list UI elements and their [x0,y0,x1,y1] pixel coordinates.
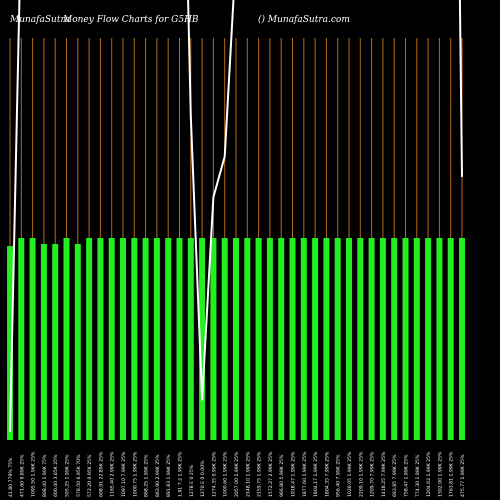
volume-bar [7,246,13,440]
volume-bar [199,238,206,440]
volume-bar [379,238,386,440]
x-tick-label: 1209.70 7.99K 25% [370,451,376,497]
volume-bar [142,238,149,440]
x-tick-label: 608.91 22.89K 25% [98,451,104,497]
x-tick-label: 1000.75 1.99K 25% [132,451,138,497]
x-tick-label: 1097.10 7.99K 25% [121,451,127,497]
x-tick-label: 1804.35 7.99K 25% [324,451,330,497]
x-tick-labels: 41.80 779% 75% 471.60 9.89K 25% 1095.50 1.… [8,451,466,497]
x-tick-label: 1274.35 0.99K 25% [211,451,217,497]
volume-bar [108,238,115,440]
x-tick-label: 1763.81 1.99K 25% [449,451,455,497]
x-tick-label: 1278 E 0 25% [189,464,195,497]
x-tick-label: 2209.10 1.99K 25% [358,451,364,497]
x-tick-label: 1.91 7.2 1.99K 25% [178,451,184,497]
volume-bar [187,238,194,440]
volume-bar [413,238,420,440]
volume-bar [210,238,217,440]
volume-bar [346,238,352,440]
volume-bar [357,238,364,440]
x-tick-label: 891.83 1.99K 25% [166,454,172,497]
volume-bar [312,238,319,440]
x-tick-label: 863.90 2.99K 25% [155,454,161,497]
chart-brand: MunafaSutra [9,15,70,25]
x-tick-label: 471.60 9.89K 25% [19,454,25,497]
x-tick-label: 2057.00 1.99K 25% [234,451,240,497]
volume-bar [97,238,104,440]
volume-bar [300,238,307,440]
volume-bar [40,244,47,440]
x-tick-label: 595.25 1.99K 25% [65,454,71,497]
volume-bar [391,238,398,440]
x-tick-label: 808.40 1.90K 75% [42,454,48,497]
volume-bar [131,238,138,440]
x-tick-label: 1418.25 7.99K 25% [381,451,387,497]
volume-bar [289,238,296,440]
chart-title: Money Flow Charts for G5HB [62,15,199,25]
x-tick-label: 2159.75 1.99K 25% [257,451,263,497]
x-tick-label: 693.85 7.99K 25% [392,454,398,497]
x-tick-label: 1026.05 1.99K 25% [347,451,353,497]
volume-bar [63,238,70,440]
volume-bar [255,238,262,440]
x-tick-label: 1000.60 1.99K 25% [223,451,229,497]
volume-bar [221,238,228,440]
volume-bar [74,244,81,440]
volume-bar [176,238,183,440]
website-text: () MunafaSutra.com [258,14,350,25]
x-tick-label: 1572.27 2.99K 25% [268,451,274,497]
volume-bar [18,238,25,440]
x-tick-label: 1095.50 1.96K 25% [31,451,37,497]
volume-bar [244,238,251,440]
x-tick-label: 475.77 1.99K 25% [460,454,466,497]
x-tick-label: 1270 E 0 0.00% [200,460,206,497]
x-tick-label: 1302.00 1.99K 25% [437,451,443,497]
x-tick-label: 41.80 779% 75% [8,457,14,497]
volume-bar [233,238,239,440]
volume-bar [447,238,454,440]
x-tick-label: 956.40 7.99K 25% [336,454,342,497]
x-tick-label: 1165.40 2.99K 25% [110,451,116,497]
x-tick-label: 1204.62 1.99K 25% [426,451,432,497]
volume-bar [266,238,273,440]
volume-bar [86,238,93,440]
volume-bar [334,238,341,440]
volume-bar [402,238,409,440]
x-tick-label: 758.47 1.99K 25% [404,454,410,497]
volume-bar [368,238,375,440]
x-tick-label: 572.20 0.95K 25% [87,454,93,497]
bar-series [7,238,465,440]
volume-bar [323,238,330,440]
volume-bar [436,238,443,440]
volume-bar [459,238,465,440]
volume-bar [278,238,285,440]
volume-bar [165,238,172,440]
volume-bar [29,238,36,440]
x-tick-label: 1877.60 1.99K 25% [302,451,308,497]
volume-bar [425,238,432,440]
x-tick-label: 2148.10 1.99K 25% [245,451,251,497]
x-tick-label: 600.40 3.65K 25% [53,454,59,497]
volume-bar [52,244,59,440]
x-tick-label: 1804.17 1.99K 25% [313,451,319,497]
volume-bar [120,238,126,440]
x-tick-label: 774.30 1.99K 25% [415,454,421,497]
volume-bar [153,238,160,440]
x-tick-label: 1918.47 1.99K 25% [291,451,297,497]
x-tick-label: 966.80 5.99K 25% [279,454,285,497]
x-tick-label: 868.25 1.99K 25% [144,454,150,497]
x-tick-label: 578.50 6.95K 70% [76,454,82,497]
